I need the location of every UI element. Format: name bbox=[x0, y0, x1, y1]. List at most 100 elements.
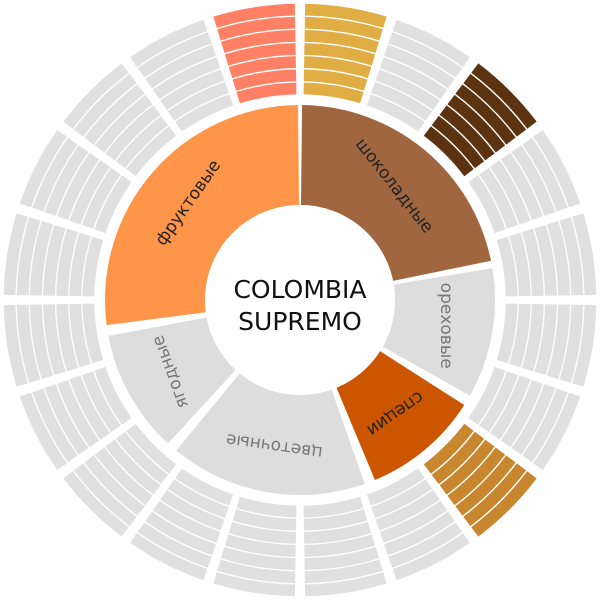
outer-band bbox=[69, 375, 110, 440]
outer-band bbox=[304, 30, 379, 54]
outer-band bbox=[82, 236, 104, 297]
outer-band bbox=[160, 490, 225, 531]
outer-ring bbox=[3, 3, 597, 597]
inner-segment-1[interactable] bbox=[382, 268, 495, 396]
outer-band bbox=[534, 304, 557, 376]
outer-band bbox=[572, 304, 597, 387]
outer-segment-6[interactable] bbox=[468, 366, 581, 470]
outer-band bbox=[145, 44, 216, 89]
outer-band bbox=[69, 160, 110, 225]
outer-band bbox=[236, 82, 297, 104]
outer-segment-13[interactable] bbox=[19, 366, 132, 470]
outer-band bbox=[56, 228, 79, 296]
outer-segment-2[interactable] bbox=[423, 63, 537, 177]
outer-segment-12[interactable] bbox=[63, 423, 177, 537]
outer-band bbox=[559, 304, 584, 383]
outer-segment-18[interactable] bbox=[130, 19, 234, 132]
outer-segment-3[interactable] bbox=[468, 130, 581, 234]
outer-band bbox=[73, 73, 137, 137]
outer-band bbox=[439, 439, 495, 495]
outer-band bbox=[3, 213, 28, 296]
center-circle bbox=[205, 205, 395, 395]
title-line-1: COLOMBIA bbox=[233, 275, 366, 304]
outer-band bbox=[94, 447, 153, 506]
outer-band bbox=[105, 105, 161, 161]
inner-ring: шоколадныеореховыеспециицветочныеягодные… bbox=[105, 105, 495, 495]
outer-band bbox=[32, 137, 78, 212]
outer-band bbox=[388, 32, 463, 78]
outer-band bbox=[221, 546, 296, 570]
title-line-2: SUPREMO bbox=[238, 307, 362, 336]
outer-band bbox=[384, 511, 455, 556]
outer-band bbox=[304, 559, 383, 584]
outer-band bbox=[232, 509, 297, 531]
outer-band bbox=[303, 69, 368, 91]
outer-band bbox=[522, 137, 568, 212]
outer-band bbox=[63, 63, 129, 129]
outer-band bbox=[304, 3, 387, 28]
outer-band bbox=[546, 221, 570, 296]
outer-segment-17[interactable] bbox=[63, 63, 177, 177]
outer-band bbox=[468, 366, 506, 425]
outer-band bbox=[375, 69, 440, 110]
outer-segment-16[interactable] bbox=[19, 130, 132, 234]
outer-band bbox=[94, 94, 153, 153]
outer-band bbox=[303, 509, 368, 531]
outer-segment-10[interactable] bbox=[213, 496, 297, 597]
inner-segment-5[interactable] bbox=[105, 105, 300, 326]
outer-band bbox=[522, 388, 568, 463]
outer-band bbox=[152, 500, 221, 543]
outer-band bbox=[16, 304, 41, 383]
outer-band bbox=[304, 56, 372, 79]
outer-band bbox=[463, 73, 527, 137]
outer-band bbox=[546, 304, 570, 379]
outer-band bbox=[152, 57, 221, 100]
outer-band bbox=[213, 572, 296, 597]
outer-segment-9[interactable] bbox=[303, 496, 387, 597]
outer-band bbox=[496, 303, 518, 364]
outer-band bbox=[500, 379, 543, 448]
outer-segment-1[interactable] bbox=[366, 19, 470, 132]
outer-segment-7[interactable] bbox=[423, 423, 537, 537]
outer-band bbox=[559, 217, 584, 296]
inner-segment-3[interactable] bbox=[176, 373, 365, 495]
outer-band bbox=[304, 16, 383, 41]
outer-band bbox=[533, 392, 581, 470]
outer-band bbox=[379, 57, 448, 100]
outer-band bbox=[44, 384, 89, 455]
outer-segment-0[interactable] bbox=[303, 3, 387, 104]
outer-segment-4[interactable] bbox=[496, 213, 597, 297]
outer-band bbox=[521, 304, 544, 372]
outer-band bbox=[511, 145, 556, 216]
outer-segment-14[interactable] bbox=[3, 303, 104, 387]
outer-band bbox=[94, 175, 132, 234]
outer-band bbox=[471, 471, 537, 537]
outer-band bbox=[228, 56, 296, 79]
inner-segment-2[interactable] bbox=[336, 351, 465, 481]
outer-segment-8[interactable] bbox=[366, 468, 470, 581]
outer-band bbox=[84, 84, 145, 145]
outer-band bbox=[94, 366, 132, 425]
outer-band bbox=[73, 463, 137, 527]
outer-band bbox=[115, 431, 169, 485]
outer-band bbox=[384, 44, 455, 89]
outer-band bbox=[471, 63, 537, 129]
outer-band bbox=[371, 479, 433, 519]
outer-band bbox=[30, 221, 54, 296]
outer-segment-19[interactable] bbox=[213, 3, 297, 104]
inner-segment-0[interactable] bbox=[300, 105, 492, 281]
inner-segment-label: ореховые bbox=[436, 283, 456, 369]
inner-segment-4[interactable] bbox=[108, 317, 236, 444]
outer-band bbox=[63, 471, 129, 537]
outer-band bbox=[366, 468, 425, 506]
outer-band bbox=[304, 43, 376, 66]
outer-segment-11[interactable] bbox=[130, 468, 234, 581]
outer-band bbox=[130, 533, 208, 581]
outer-segment-15[interactable] bbox=[3, 213, 104, 297]
outer-segment-5[interactable] bbox=[496, 303, 597, 387]
outer-band bbox=[224, 43, 296, 66]
outer-band bbox=[511, 384, 556, 455]
outer-band bbox=[236, 496, 297, 518]
outer-band bbox=[423, 126, 474, 177]
